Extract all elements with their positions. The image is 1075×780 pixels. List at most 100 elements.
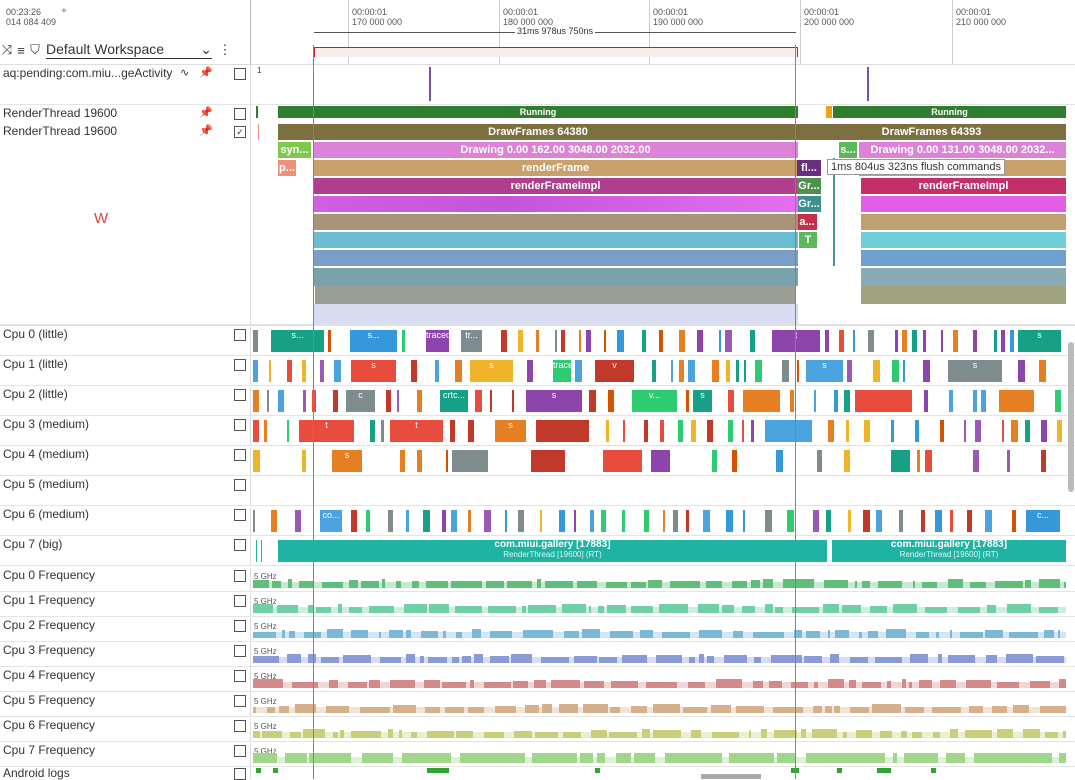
cpu-slice[interactable] xyxy=(287,360,292,382)
frequency-bar[interactable] xyxy=(1059,753,1066,763)
cpu-slice[interactable] xyxy=(813,510,819,532)
frequency-bar[interactable] xyxy=(523,630,553,638)
cpu-slice[interactable] xyxy=(755,360,762,382)
track-cpu-frequency-1[interactable]: Cpu 1 Frequency xyxy=(0,593,250,616)
frequency-bar[interactable] xyxy=(938,654,942,663)
cpu-slice[interactable] xyxy=(400,450,405,472)
slice-depth-5[interactable] xyxy=(313,214,798,230)
frequency-bar[interactable] xyxy=(698,604,719,613)
cpu-slice[interactable] xyxy=(868,330,874,352)
frequency-bar[interactable] xyxy=(468,707,484,713)
frequency-bar[interactable] xyxy=(420,656,424,663)
track-android-logs[interactable]: Android logs xyxy=(0,766,250,780)
frequency-bar[interactable] xyxy=(402,753,451,763)
slice-depth-6[interactable] xyxy=(861,232,1066,248)
log-marker[interactable] xyxy=(837,768,842,773)
track-cpu-frequency-3[interactable]: Cpu 3 Frequency xyxy=(0,643,250,666)
cpu-slice[interactable] xyxy=(468,420,474,442)
frequency-bar[interactable] xyxy=(1023,729,1040,738)
slice-sync[interactable]: syn... xyxy=(278,142,311,158)
cpu-slice[interactable] xyxy=(264,420,267,442)
frequency-bar[interactable] xyxy=(904,753,938,763)
track-checkbox[interactable] xyxy=(234,720,246,732)
slice-t[interactable]: T xyxy=(799,232,817,248)
slice-depth-7[interactable] xyxy=(313,250,798,266)
counter-spike[interactable] xyxy=(429,67,431,101)
frequency-bar[interactable] xyxy=(1025,580,1031,588)
cpu-slice[interactable]: c... xyxy=(1026,510,1060,532)
frequency-bar[interactable] xyxy=(253,731,260,738)
frequency-bar[interactable] xyxy=(455,606,482,613)
frequency-bar[interactable] xyxy=(1039,579,1060,588)
cpu-slice[interactable]: s xyxy=(526,390,582,412)
frequency-bar[interactable] xyxy=(611,681,638,688)
track-checkbox[interactable] xyxy=(234,695,246,707)
frequency-bar[interactable] xyxy=(683,707,707,713)
frequency-bar[interactable] xyxy=(321,657,339,663)
frequency-bar[interactable] xyxy=(484,682,511,688)
cpu-slice[interactable] xyxy=(303,390,306,412)
cpu-slice[interactable] xyxy=(732,450,737,472)
frequency-bar[interactable] xyxy=(875,657,902,663)
frequency-bar[interactable] xyxy=(794,630,802,638)
frequency-bar[interactable] xyxy=(806,631,820,638)
cpu-slice[interactable] xyxy=(853,330,855,352)
frequency-bar[interactable] xyxy=(574,656,597,663)
cpu-slice[interactable] xyxy=(386,390,391,412)
cpu-slice[interactable] xyxy=(651,450,670,472)
more-vert-icon[interactable]: ⋮ xyxy=(218,42,232,57)
cpu-slice[interactable] xyxy=(935,510,942,532)
cpu-slice[interactable] xyxy=(765,420,812,442)
cpu-slice[interactable] xyxy=(333,390,338,412)
cpu-slice[interactable] xyxy=(351,510,357,532)
frequency-bar[interactable] xyxy=(806,753,885,763)
cpu-slice[interactable] xyxy=(417,390,422,412)
track-thread-slices[interactable]: RenderThread 19600 📌 ✓ xyxy=(0,124,250,324)
frequency-bar[interactable] xyxy=(488,606,516,613)
frequency-bar[interactable] xyxy=(801,729,806,738)
cpu-slice[interactable] xyxy=(917,450,920,472)
cpu-slice[interactable] xyxy=(1039,360,1046,382)
cpu-slice[interactable] xyxy=(575,360,582,382)
frequency-bar[interactable] xyxy=(443,631,446,638)
frequency-bar[interactable] xyxy=(804,656,822,663)
cpu-slice[interactable] xyxy=(623,420,625,442)
frequency-bar[interactable] xyxy=(1039,607,1058,613)
log-marker[interactable] xyxy=(273,768,278,773)
track-checkbox[interactable] xyxy=(234,68,246,80)
frequency-bar[interactable] xyxy=(1045,732,1058,738)
cpu-slice[interactable] xyxy=(673,510,678,532)
frequency-bar[interactable] xyxy=(699,654,704,663)
cpu-slice[interactable] xyxy=(903,360,905,382)
frequency-bar[interactable] xyxy=(850,707,869,713)
cpu-slice[interactable] xyxy=(782,360,789,382)
frequency-bar[interactable] xyxy=(474,654,483,663)
cpu-slice[interactable] xyxy=(406,510,409,532)
cpu-slice[interactable] xyxy=(751,420,754,442)
track-checkbox[interactable] xyxy=(234,509,246,521)
frequency-bar[interactable] xyxy=(542,704,552,713)
cpu-slice[interactable] xyxy=(302,450,306,472)
frequency-bar[interactable] xyxy=(490,631,512,638)
frequency-bar[interactable] xyxy=(380,657,401,663)
track-checkbox[interactable] xyxy=(234,419,246,431)
cpu-slice[interactable] xyxy=(334,360,341,382)
frequency-bar[interactable] xyxy=(1058,630,1060,638)
cpu-slice[interactable] xyxy=(622,510,625,532)
frequency-bar[interactable] xyxy=(791,682,808,688)
frequency-bar[interactable] xyxy=(253,707,256,713)
cpu-slice[interactable] xyxy=(847,360,852,382)
cpu-slice[interactable] xyxy=(703,510,710,532)
frequency-bar[interactable] xyxy=(562,604,586,613)
frequency-bar[interactable] xyxy=(322,582,343,588)
frequency-bar[interactable] xyxy=(712,732,739,738)
frequency-bar[interactable] xyxy=(421,631,438,638)
frequency-bar[interactable] xyxy=(597,753,605,763)
cpu-slice[interactable] xyxy=(663,510,665,532)
frequency-bar[interactable] xyxy=(290,732,301,738)
cpu-slice[interactable] xyxy=(302,360,306,382)
frequency-bar[interactable] xyxy=(887,681,891,688)
cpu-slice[interactable]: s... xyxy=(271,330,324,352)
frequency-bar[interactable] xyxy=(427,731,454,738)
frequency-bar[interactable] xyxy=(940,680,956,688)
